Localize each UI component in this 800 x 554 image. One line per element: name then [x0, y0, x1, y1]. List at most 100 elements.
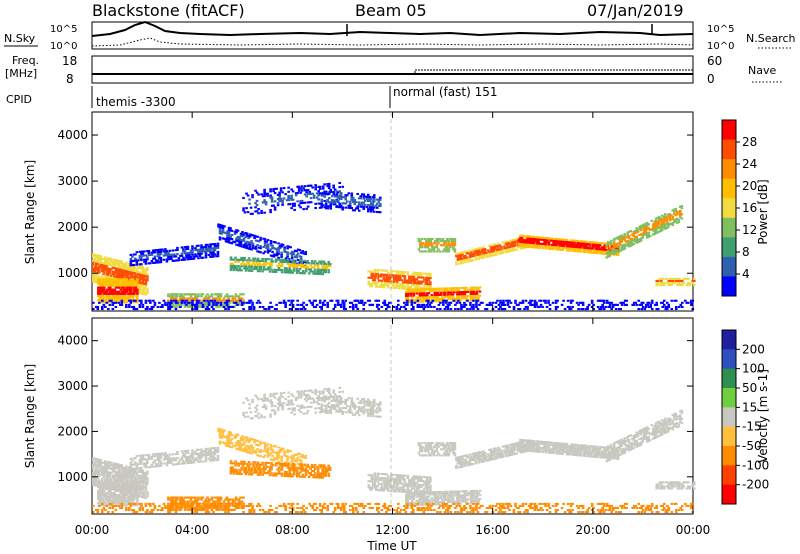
power-cell	[332, 186, 335, 189]
power-cell	[321, 185, 325, 188]
velocity-cell	[131, 473, 134, 476]
power-cell	[104, 260, 107, 263]
power-cell	[457, 308, 460, 311]
power-cell	[116, 282, 120, 285]
power-cell	[415, 290, 419, 293]
power-cell	[279, 264, 282, 267]
power-cell	[347, 204, 351, 207]
power-cell	[570, 241, 573, 244]
power-cell	[568, 308, 571, 311]
power-cell	[107, 269, 110, 272]
power-cell	[109, 296, 112, 300]
power-cell	[257, 193, 260, 196]
power-cell	[603, 250, 606, 253]
power-cell	[204, 245, 208, 249]
power-cell	[411, 277, 414, 280]
power-cell	[453, 240, 457, 243]
power-cell	[486, 249, 490, 252]
velocity-cell	[101, 473, 104, 476]
velocity-cell	[165, 462, 169, 465]
power-cell	[98, 280, 102, 283]
power-cell	[412, 279, 416, 283]
power-cell	[124, 288, 127, 291]
velocity-cell	[131, 500, 135, 503]
power-cell	[338, 204, 342, 207]
power-cell	[679, 303, 683, 306]
power-cell	[487, 303, 490, 306]
power-cell	[289, 260, 292, 263]
power-cell	[329, 190, 332, 194]
power-cell	[415, 296, 419, 299]
power-cell	[565, 245, 569, 248]
power-cell	[463, 303, 466, 306]
power-cell	[432, 250, 436, 253]
power-cell	[564, 247, 567, 250]
power-cell	[252, 308, 256, 311]
power-cell	[161, 303, 164, 306]
power-cell	[674, 279, 678, 282]
power-cell	[534, 240, 537, 243]
power-cell	[229, 266, 233, 269]
power-cell	[152, 251, 155, 254]
power-cell	[480, 257, 484, 260]
power-cell	[240, 269, 243, 272]
power-cell	[526, 245, 530, 248]
power-cell	[620, 303, 624, 306]
velocity-cell	[140, 456, 143, 459]
velocity-cell	[92, 463, 95, 466]
velocity-cell	[93, 478, 97, 481]
velocity-cell	[138, 491, 142, 494]
power-cell	[424, 298, 428, 301]
power-cell	[451, 289, 455, 292]
power-cell	[406, 292, 410, 295]
power-cell	[327, 265, 330, 268]
power-cell	[376, 281, 380, 284]
power-cell	[350, 194, 354, 197]
power-cell	[297, 269, 300, 272]
power-cell	[191, 303, 194, 306]
velocity-cell	[126, 480, 130, 483]
power-cell	[115, 299, 118, 302]
power-cell	[347, 192, 351, 195]
power-cell	[424, 278, 428, 281]
power-cell	[676, 277, 680, 280]
power-cell	[206, 299, 209, 302]
power-cell	[457, 293, 461, 296]
power-cell	[523, 241, 527, 244]
power-cell	[419, 242, 422, 245]
power-cell	[450, 287, 453, 290]
power-cell	[559, 238, 563, 241]
power-cell	[107, 259, 110, 262]
power-cell	[280, 251, 283, 254]
power-cell	[105, 258, 109, 261]
colorbar-swatch	[722, 178, 736, 199]
velocity-cell	[194, 453, 197, 456]
power-cell	[146, 273, 149, 276]
power-cell	[116, 299, 120, 302]
power-cell	[263, 242, 267, 245]
power-cell	[345, 194, 349, 197]
power-cell	[215, 301, 218, 304]
power-cell	[579, 244, 582, 247]
velocity-cell	[100, 498, 103, 501]
velocity-cell	[107, 485, 111, 488]
power-cell	[641, 234, 645, 237]
power-cell	[653, 222, 657, 225]
power-cell	[224, 295, 227, 298]
power-cell	[457, 295, 461, 298]
velocity-cell	[109, 496, 112, 499]
power-cell	[254, 206, 257, 209]
velocity-cell	[171, 457, 175, 460]
power-cell	[291, 202, 295, 205]
velocity-cell	[104, 478, 107, 481]
power-cell	[144, 308, 148, 311]
velocity-cell	[138, 454, 142, 457]
power-cell	[447, 289, 450, 292]
power-cell	[298, 259, 302, 262]
power-cell	[318, 301, 322, 304]
power-cell	[666, 213, 670, 216]
power-cell	[306, 193, 310, 196]
velocity-cell	[113, 491, 117, 495]
power-cell	[240, 293, 244, 296]
power-cell	[397, 303, 400, 306]
